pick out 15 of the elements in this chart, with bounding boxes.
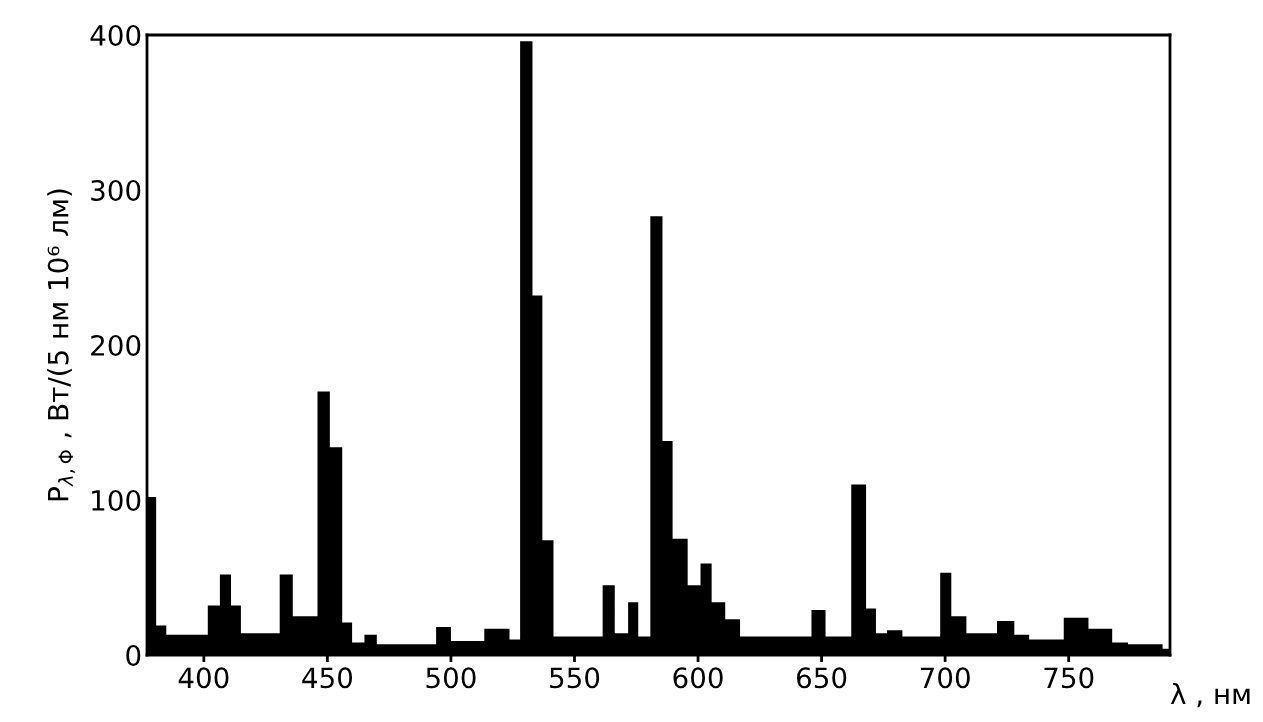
- x-tick-label: 750: [1044, 667, 1094, 689]
- y-tick-label: 400: [90, 24, 141, 46]
- x-tick-label: 700: [920, 667, 970, 689]
- x-tick-label: 500: [426, 667, 476, 689]
- y-axis-title: P$_{λ,Φ}$ , Вт/(5 нм 10⁶ лм): [47, 189, 76, 501]
- x-tick-label: 650: [797, 667, 847, 689]
- y-tick-label: 300: [91, 179, 141, 201]
- x-axis-title: λ , нм: [1170, 682, 1250, 708]
- x-tick-label: 600: [673, 667, 723, 689]
- x-tick-label: 450: [302, 667, 353, 689]
- y-tick-label: 200: [91, 334, 141, 356]
- x-tick-label: 400: [178, 667, 229, 689]
- y-tick-label: 100: [92, 489, 141, 511]
- x-tick-label: 550: [550, 667, 600, 689]
- y-tick-label: 0: [126, 644, 141, 666]
